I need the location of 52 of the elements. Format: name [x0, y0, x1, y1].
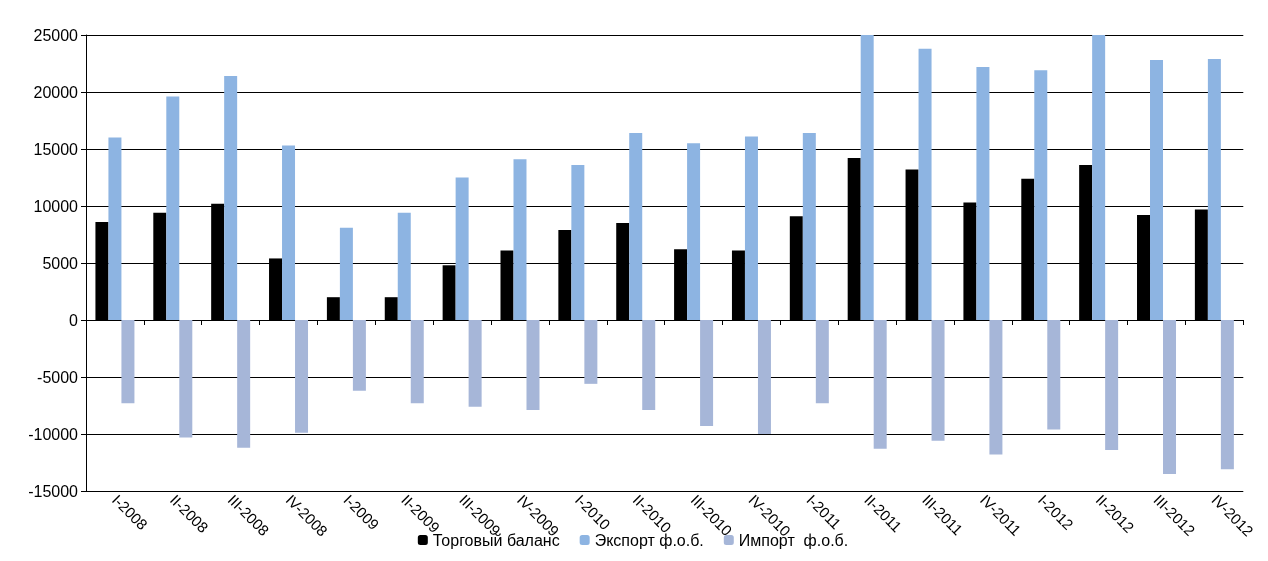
bar: [513, 159, 527, 320]
y-tick-label: -10000: [28, 425, 79, 443]
bar: [384, 297, 398, 320]
bar: [1034, 70, 1048, 320]
bar: [744, 136, 758, 320]
bar: [224, 76, 238, 320]
bar: [339, 227, 353, 320]
bar: [1207, 58, 1221, 320]
y-tick-label: 5000: [42, 254, 79, 272]
legend-label: Экспорт ф.о.б.: [594, 531, 704, 549]
y-tick-label: 10000: [33, 197, 79, 215]
bar: [352, 320, 366, 391]
bar: [815, 320, 829, 404]
bar: [802, 133, 816, 320]
bar: [918, 48, 932, 320]
bar: [121, 320, 135, 404]
y-tick-label: 25000: [33, 26, 79, 44]
bar: [931, 320, 945, 441]
y-tick-label: 15000: [33, 140, 79, 158]
bar: [526, 320, 540, 411]
y-tick-label: 0: [69, 311, 79, 329]
bar: [1220, 320, 1234, 470]
bar: [237, 320, 251, 448]
bar: [989, 320, 1003, 455]
bar: [1150, 60, 1164, 320]
bar: [1092, 35, 1106, 320]
bar: [410, 320, 424, 404]
bar: [1163, 320, 1177, 474]
bar: [700, 320, 714, 427]
bar: [873, 320, 887, 449]
bar: [976, 66, 990, 320]
bar: [642, 320, 656, 411]
bar: [687, 143, 701, 320]
bar: [860, 35, 874, 320]
y-tick-label: 20000: [33, 83, 79, 101]
bar: [1105, 320, 1119, 450]
bar: [108, 137, 122, 320]
y-tick-label: -15000: [28, 482, 79, 500]
bar: [295, 320, 309, 433]
bar: [1047, 320, 1061, 430]
bar: [629, 133, 643, 320]
bar: [166, 96, 180, 320]
bar: [584, 320, 598, 384]
y-tick-label: -5000: [37, 368, 79, 386]
bar: [179, 320, 193, 438]
bar: [571, 164, 585, 320]
bar: [326, 297, 340, 320]
bar: [468, 320, 482, 407]
bar: [757, 320, 771, 434]
bar: [455, 177, 469, 320]
bar: [397, 212, 411, 320]
bar: [282, 145, 296, 320]
